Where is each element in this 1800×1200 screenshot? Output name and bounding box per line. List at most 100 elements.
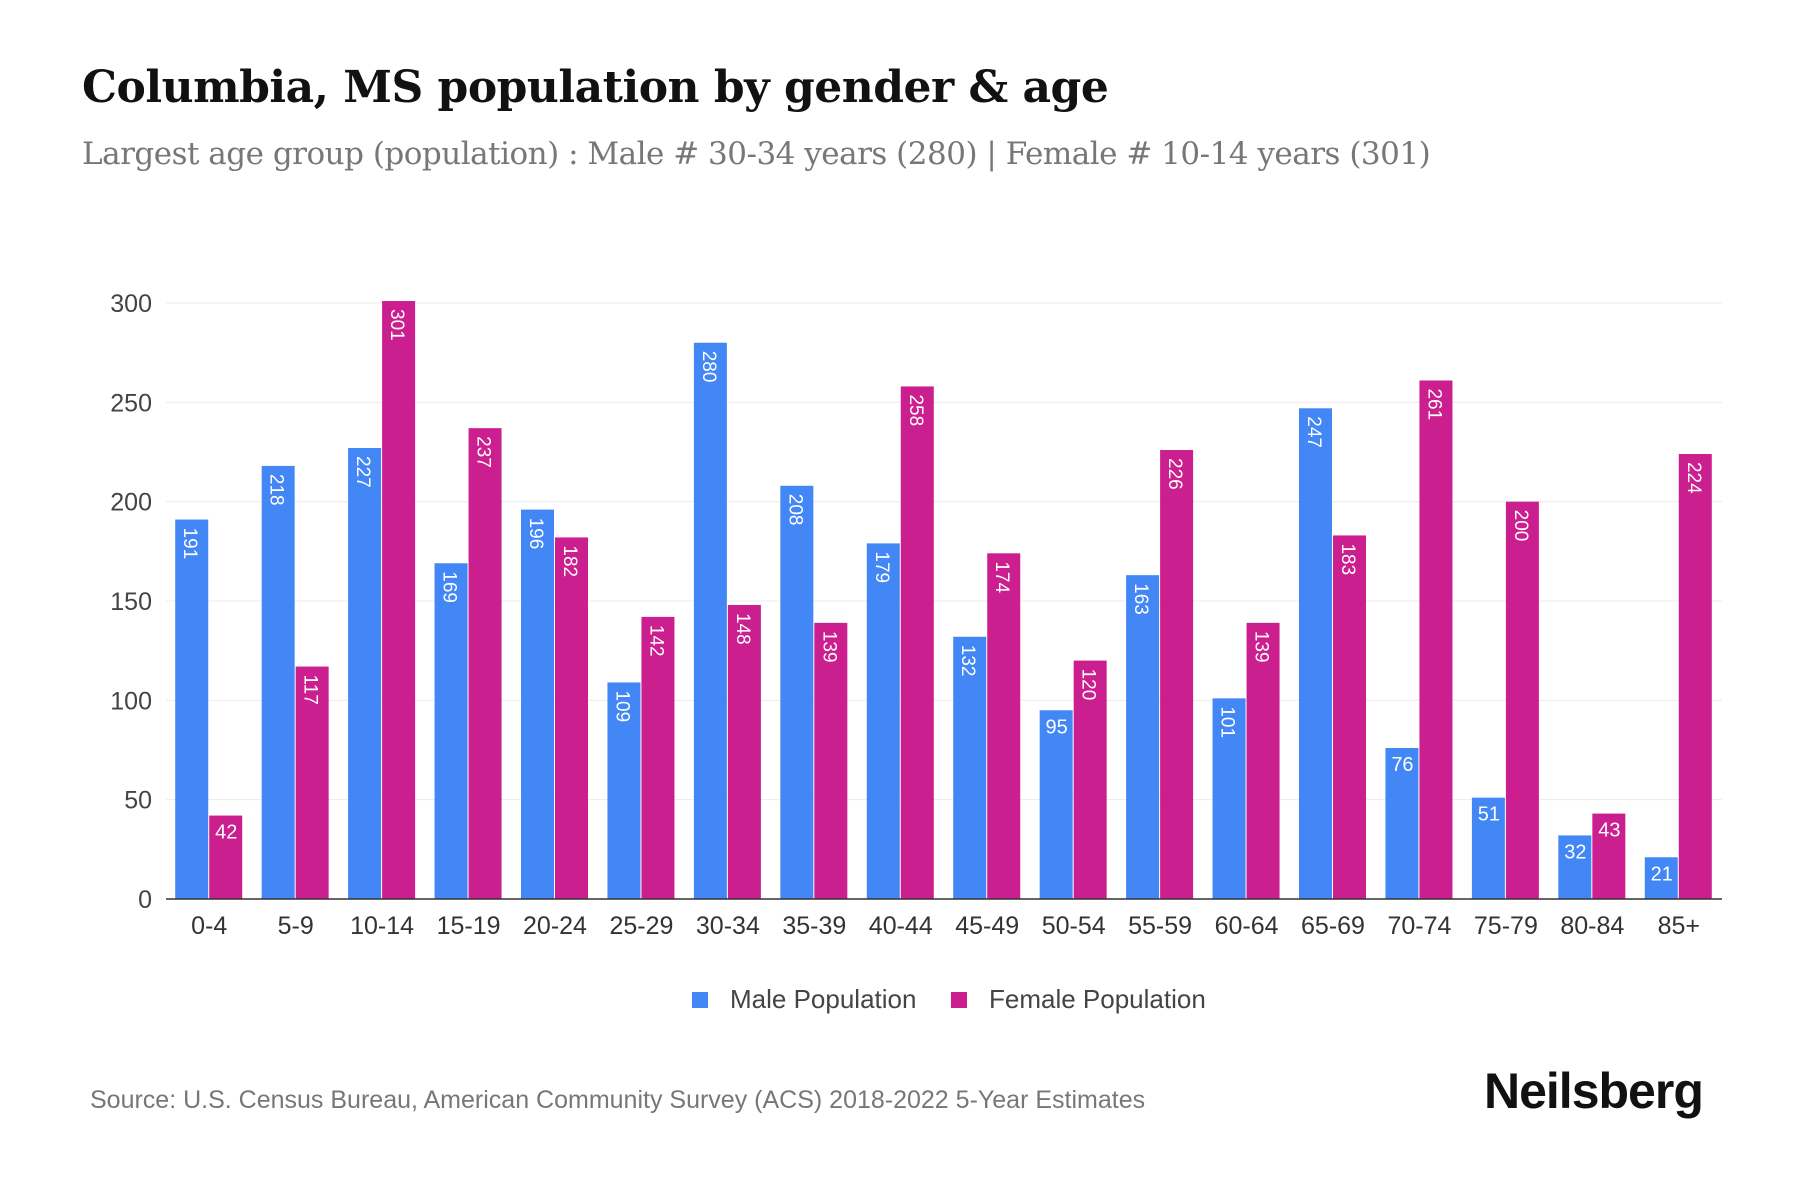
bar-male (1558, 835, 1592, 899)
legend-label-male: Male Population (730, 984, 917, 1014)
y-tick-label: 150 (110, 588, 152, 616)
bar-female (555, 537, 588, 899)
bar-male (1299, 408, 1332, 899)
data-label: 169 (439, 571, 460, 603)
legend-item-female: Female Population (951, 984, 1206, 1015)
x-tick-label: 80-84 (1560, 912, 1624, 940)
bar-female (382, 301, 416, 900)
x-tick-label: 25-29 (609, 912, 673, 940)
bar-male (434, 563, 468, 899)
bar-male (953, 636, 987, 899)
data-label: 148 (732, 613, 753, 645)
data-label: 139 (818, 631, 839, 663)
bar-male (1039, 710, 1073, 899)
bar-male (1212, 698, 1246, 899)
data-label: 183 (1337, 543, 1358, 575)
data-label: 196 (525, 518, 546, 550)
bar-female (814, 622, 848, 899)
data-label: 132 (957, 645, 978, 677)
data-label: 224 (1683, 462, 1704, 494)
x-tick-label: 5-9 (278, 912, 314, 940)
x-tick-label: 10-14 (350, 912, 414, 940)
data-label: 191 (179, 528, 200, 560)
data-label: 218 (266, 474, 287, 506)
bar-male (1385, 748, 1419, 899)
x-tick-label: 85+ (1658, 912, 1700, 940)
x-tick-label: 75-79 (1474, 912, 1538, 940)
data-label: 32 (1564, 841, 1586, 863)
data-label: 163 (1130, 583, 1151, 615)
bar-female (727, 604, 761, 899)
y-tick-label: 50 (124, 787, 152, 815)
bar-female (641, 616, 675, 899)
source-note: Source: U.S. Census Bureau, American Com… (90, 1086, 1146, 1114)
data-label: 117 (300, 675, 321, 705)
legend-item-male: Male Population (692, 984, 916, 1015)
data-label: 247 (1303, 416, 1324, 448)
data-label: 182 (559, 545, 580, 577)
y-tick-label: 250 (110, 389, 152, 417)
bar-male (866, 543, 900, 899)
bar-male (1471, 797, 1505, 899)
bar-male (693, 342, 727, 899)
bar-male (521, 509, 554, 899)
data-label: 200 (1510, 510, 1531, 542)
y-tick-label: 300 (110, 290, 152, 318)
data-label: 101 (1217, 706, 1238, 738)
bar-female (209, 815, 243, 899)
y-tick-label: 0 (138, 886, 152, 914)
bar-female (295, 666, 329, 899)
y-tick-label: 100 (110, 687, 152, 715)
data-label: 261 (1423, 388, 1444, 420)
data-label: 301 (386, 309, 407, 341)
bar-male (1126, 575, 1160, 899)
bar-male (607, 682, 641, 899)
data-label: 42 (215, 822, 237, 844)
data-label: 179 (871, 551, 892, 583)
x-tick-label: 45-49 (955, 912, 1019, 940)
chart-title: Columbia, MS population by gender & age (82, 62, 1109, 113)
bar-female (1246, 622, 1280, 899)
bar-female (1678, 453, 1712, 899)
data-label: 280 (698, 351, 719, 383)
data-label: 43 (1598, 820, 1620, 842)
data-label: 258 (905, 394, 926, 426)
data-label: 95 (1046, 716, 1068, 738)
data-label: 174 (991, 561, 1012, 593)
data-label: 142 (645, 625, 666, 657)
x-tick-label: 50-54 (1042, 912, 1106, 940)
data-label: 237 (473, 436, 494, 468)
y-tick-label: 200 (110, 489, 152, 517)
data-label: 120 (1078, 669, 1099, 701)
bar-male (780, 485, 814, 899)
x-tick-label: 70-74 (1387, 912, 1451, 940)
legend-swatch-male (692, 991, 708, 1008)
data-label: 139 (1251, 631, 1272, 663)
x-tick-label: 55-59 (1128, 912, 1192, 940)
x-tick-label: 65-69 (1301, 912, 1365, 940)
data-label: 21 (1651, 863, 1673, 885)
x-tick-label: 15-19 (437, 912, 501, 940)
bar-female (987, 553, 1021, 899)
legend-swatch-female (951, 991, 967, 1008)
bar-male (175, 519, 209, 899)
bar-female (1592, 813, 1626, 899)
neilsberg-logo: Neilsberg (1484, 1063, 1704, 1119)
data-label: 227 (352, 456, 373, 488)
bar-female (1419, 380, 1453, 900)
data-label: 109 (611, 690, 632, 722)
bar-male (1644, 857, 1678, 899)
bar-male (261, 465, 295, 899)
data-label: 208 (784, 494, 805, 526)
x-tick-label: 20-24 (523, 912, 587, 940)
data-label: 51 (1478, 804, 1500, 826)
bar-female (1073, 660, 1107, 899)
x-tick-label: 35-39 (782, 912, 846, 940)
data-label: 76 (1391, 754, 1413, 776)
legend-label-female: Female Population (989, 984, 1206, 1014)
bar-female (468, 428, 502, 899)
data-label: 226 (1164, 458, 1185, 490)
bar-female (900, 386, 934, 899)
x-tick-label: 40-44 (869, 912, 933, 940)
